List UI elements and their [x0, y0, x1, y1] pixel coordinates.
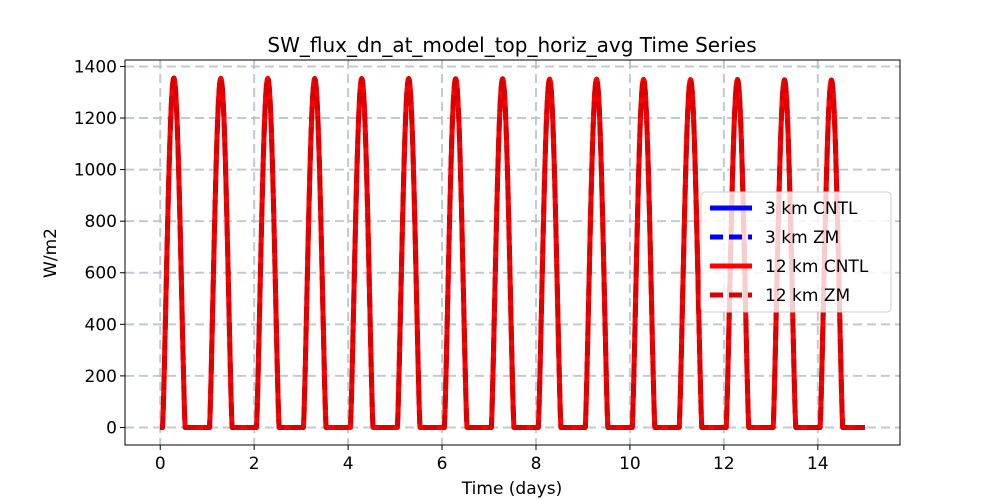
plot-frame	[124, 59, 901, 446]
x-tick-label: 6	[437, 454, 448, 474]
y-axis: 0 200 400 600 800 1000 1200 1400	[74, 57, 125, 438]
x-tick-label: 8	[531, 454, 542, 474]
y-tick-label: 1000	[74, 161, 117, 181]
legend-label: 3 km ZM	[765, 228, 839, 248]
y-tick-label: 600	[85, 264, 117, 284]
legend-items: 3 km CNTL 3 km ZM 12 km CNTL 12 km ZM	[710, 199, 869, 306]
y-tick-label: 800	[85, 212, 117, 232]
y-tick-label: 1200	[74, 109, 117, 129]
series-line-12-km-zm	[160, 75, 865, 430]
legend-label: 3 km CNTL	[765, 199, 858, 219]
x-tick-label: 0	[155, 454, 166, 474]
x-tick-label: 12	[713, 454, 735, 474]
legend-label: 12 km ZM	[765, 286, 850, 306]
x-axis: 0 2 4 6 8 10 12 14	[155, 445, 829, 474]
legend-label: 12 km CNTL	[765, 257, 869, 277]
chart-title: SW_flux_dn_at_model_top_horiz_avg Time S…	[267, 33, 756, 57]
y-tick-label: 1400	[74, 57, 117, 77]
y-tick-label: 400	[85, 315, 117, 335]
x-tick-label: 10	[619, 454, 641, 474]
y-tick-label: 0	[106, 418, 117, 438]
x-tick-label: 4	[343, 454, 354, 474]
x-axis-label: Time (days)	[461, 479, 562, 499]
y-tick-label: 200	[85, 367, 117, 387]
series-layer	[160, 75, 865, 430]
x-tick-label: 2	[249, 454, 260, 474]
legend-frame	[700, 191, 892, 313]
legend: 3 km CNTL 3 km ZM 12 km CNTL 12 km ZM	[700, 191, 892, 313]
y-axis-label: W/m2	[41, 228, 61, 278]
x-tick-label: 14	[807, 454, 829, 474]
